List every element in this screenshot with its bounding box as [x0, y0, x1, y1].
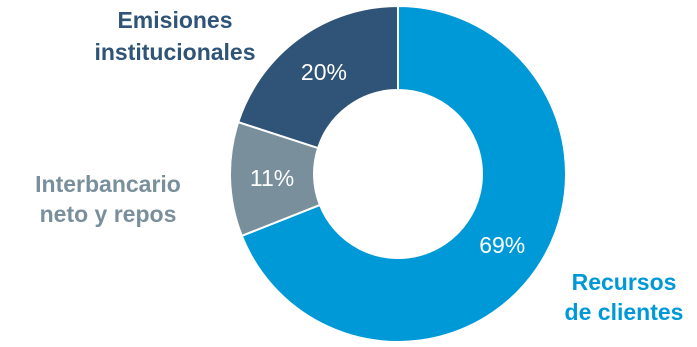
value-label-1: 69% [479, 232, 525, 258]
category-label-3: Emisiones institucionales [94, 7, 255, 65]
category-label-line: Recursos [572, 269, 677, 295]
donut-slices [229, 4, 567, 343]
category-label-line: Emisiones [117, 7, 232, 33]
value-label-2: 11% [250, 165, 294, 191]
slice-3 [236, 4, 399, 150]
value-labels: 69% 11% 20% [250, 59, 525, 258]
category-labels: Recursos de clientes Interbancario neto y r… [35, 7, 683, 325]
category-label-line: de clientes [565, 299, 684, 325]
category-label-line: neto y repos [40, 201, 177, 227]
value-label-3: 20% [301, 59, 347, 85]
category-label-2: Interbancario neto y repos [35, 171, 181, 227]
category-label-1: Recursos de clientes [565, 269, 684, 325]
slice-1 [240, 4, 567, 343]
category-label-line: Interbancario [35, 171, 181, 197]
category-label-line: institucionales [94, 39, 255, 65]
